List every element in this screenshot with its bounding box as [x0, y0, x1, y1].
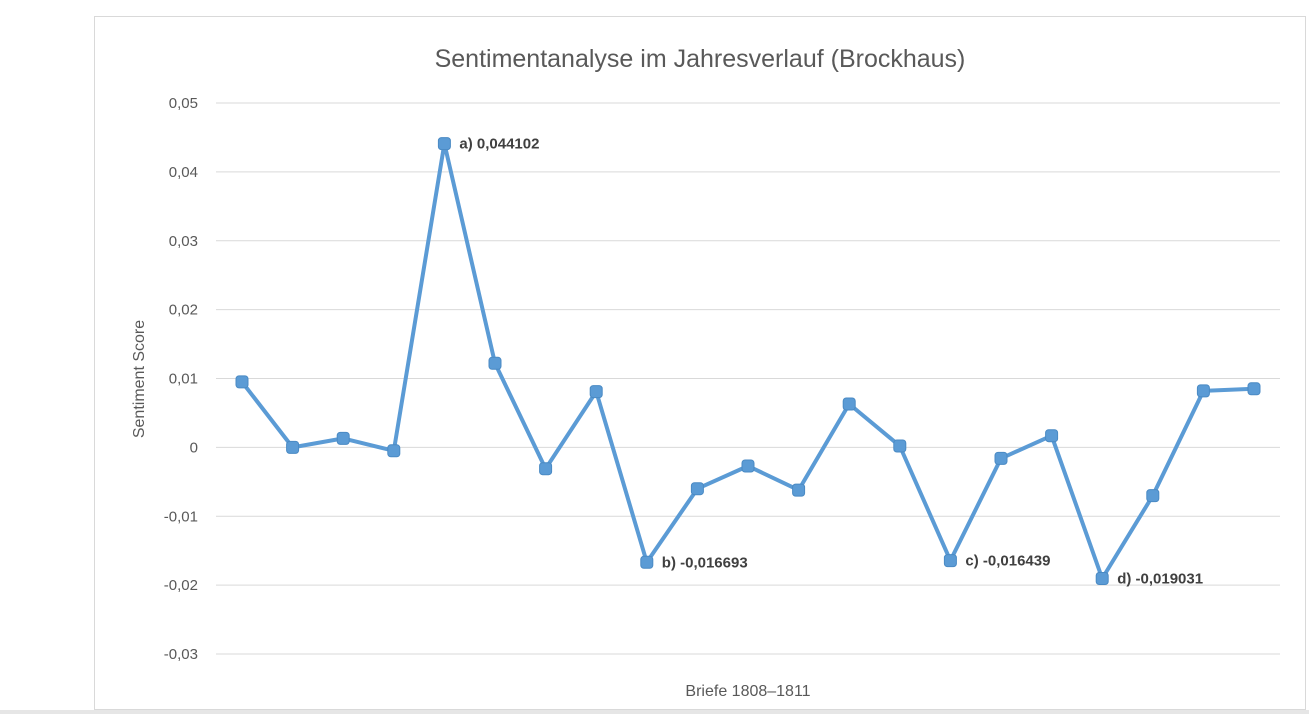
data-point [437, 137, 451, 151]
bottom-divider [0, 710, 1309, 714]
data-point [994, 451, 1008, 465]
data-point [1146, 489, 1160, 503]
data-point [792, 483, 806, 497]
y-tick-label: 0,03 [169, 233, 198, 250]
y-tick-label: 0,04 [169, 164, 198, 181]
data-label: b) -0,016693 [662, 554, 748, 571]
data-point [893, 439, 907, 453]
data-point [539, 462, 553, 476]
y-axis-label: Sentiment Score [131, 320, 148, 438]
data-point [488, 356, 502, 370]
data-point [741, 459, 755, 473]
y-tick-label: -0,02 [164, 577, 198, 594]
data-point [640, 555, 654, 569]
y-tick-label: 0,02 [169, 302, 198, 319]
data-label: a) 0,044102 [459, 136, 539, 153]
series-line [240, 141, 1255, 581]
data-point [842, 397, 856, 411]
chart-title: Sentimentanalyse im Jahresverlauf (Brock… [435, 45, 966, 73]
chart-frame [94, 16, 1306, 710]
data-point [943, 554, 957, 568]
data-point [1247, 382, 1261, 396]
y-tick-label: 0,01 [169, 371, 198, 388]
data-point [1196, 384, 1210, 398]
data-point [1045, 429, 1059, 443]
data-point [387, 444, 401, 458]
data-label: d) -0,019031 [1117, 571, 1203, 588]
y-tick-label: 0,05 [169, 95, 198, 112]
data-labels: a) 0,044102 b) -0,016693 c) -0,016439 d) -0… [459, 136, 1203, 588]
y-tick-labels: 0,05 0,04 0,03 0,02 0,01 0 -0,01 -0,02 -0,03 [164, 95, 198, 663]
data-point [336, 431, 350, 445]
y-tick-label: -0,01 [164, 508, 198, 525]
data-point [1095, 572, 1109, 585]
y-tick-label: -0,03 [164, 646, 198, 663]
y-tick-label: 0 [190, 439, 198, 456]
data-point [690, 482, 704, 496]
x-axis-label: Briefe 1808–1811 [685, 683, 810, 700]
data-label: c) -0,016439 [965, 553, 1050, 570]
data-point [235, 375, 249, 389]
data-point [286, 440, 300, 454]
series-group [235, 137, 1261, 585]
data-point [589, 385, 603, 399]
